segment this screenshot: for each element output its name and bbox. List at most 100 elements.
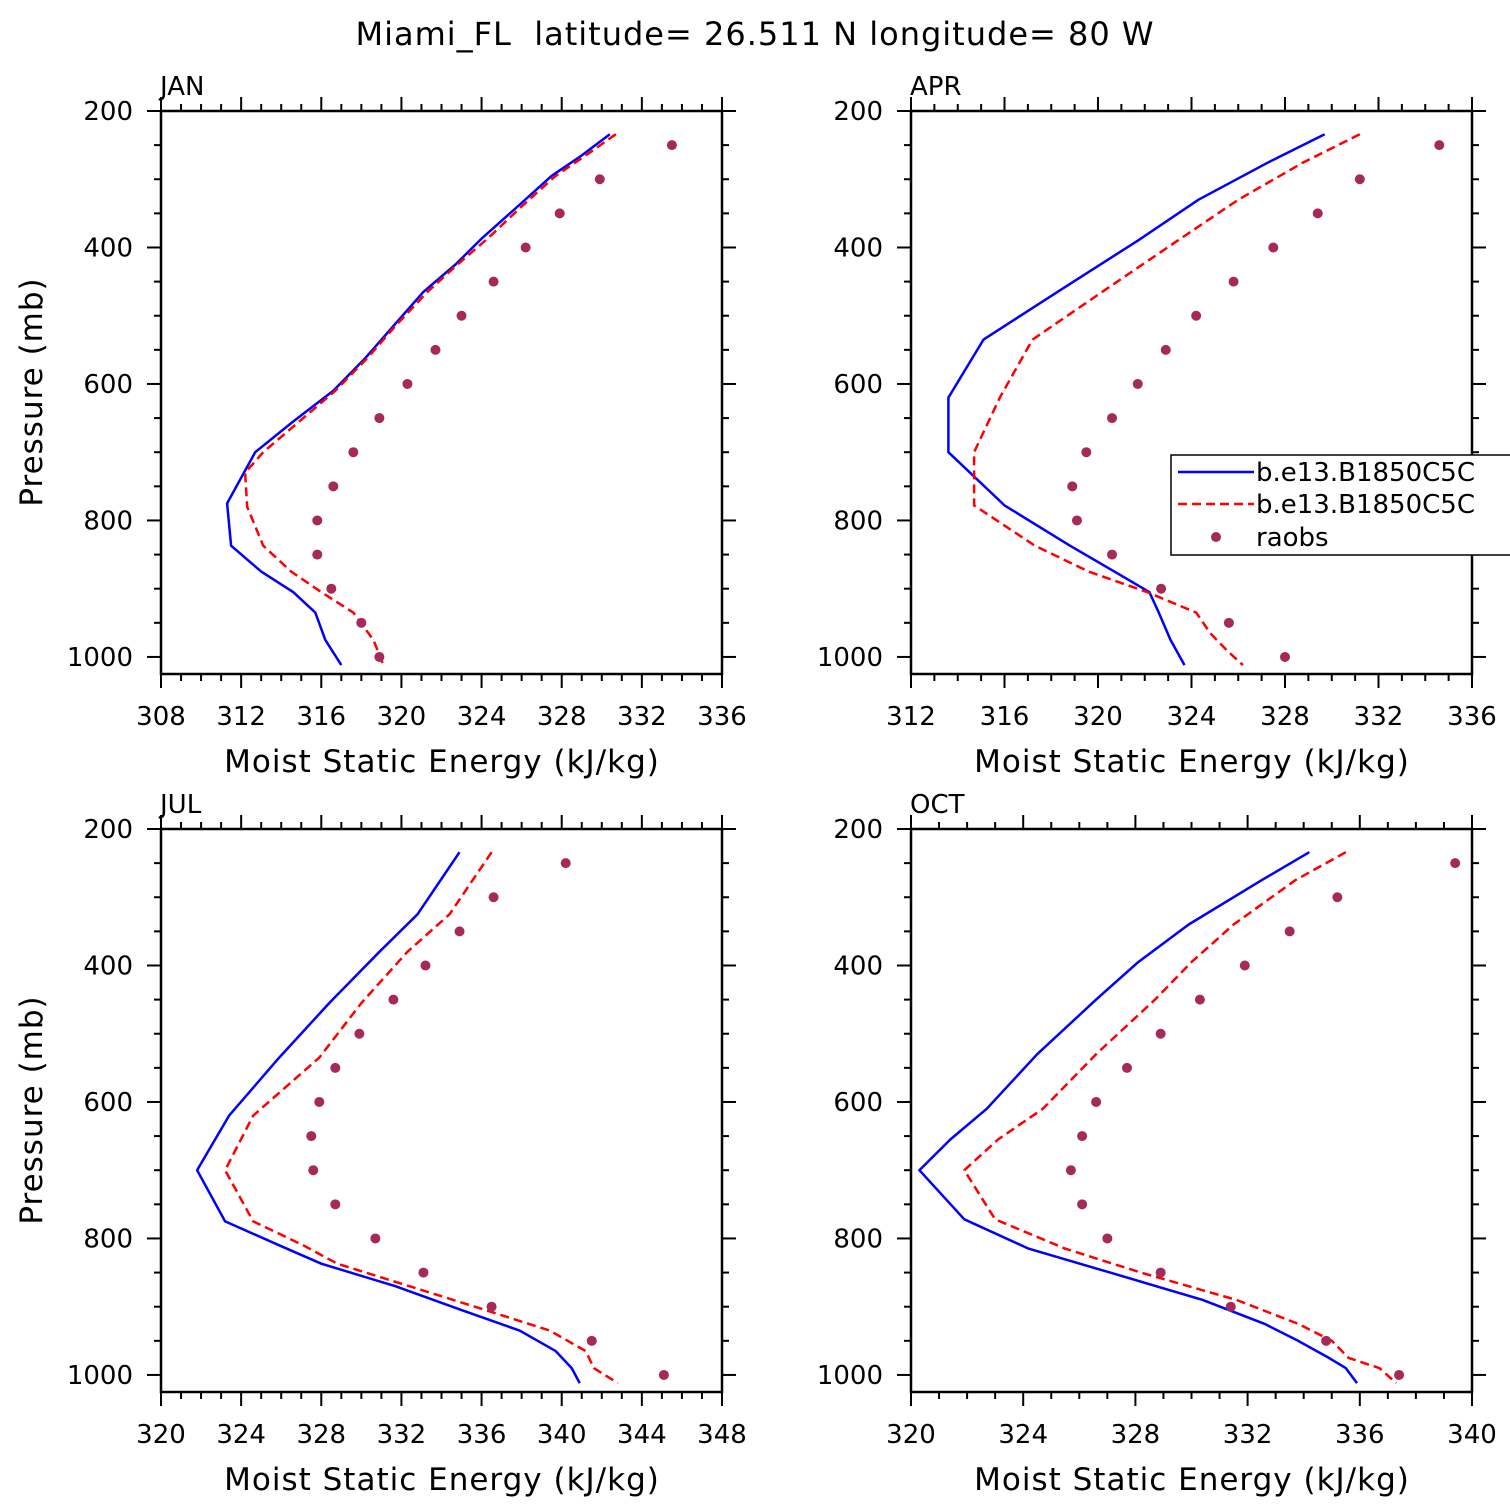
legend-label: raobs	[1256, 523, 1329, 553]
raobs-point	[488, 892, 499, 903]
panel-jan: JAN Moist Static Energy (kJ/kg) Pressure…	[14, 72, 747, 780]
raobs-point	[1191, 310, 1202, 321]
raobs-point	[1077, 1131, 1088, 1142]
y-tick-label: 200	[833, 815, 883, 845]
plot-frame	[159, 827, 724, 1394]
x-tick-label: 332	[1223, 1420, 1273, 1450]
x-tick-label: 320	[136, 1420, 186, 1450]
raobs-point	[658, 1369, 669, 1380]
raobs-point	[430, 344, 441, 355]
x-tick-label: 328	[1111, 1420, 1161, 1450]
raobs-point	[1228, 276, 1239, 287]
raobs-point	[1223, 617, 1234, 628]
x-tick-label: 308	[136, 702, 186, 732]
x-axis-title: Moist Static Energy (kJ/kg)	[974, 744, 1410, 780]
x-axis-title: Moist Static Energy (kJ/kg)	[224, 744, 660, 780]
y-tick-label: 400	[83, 951, 133, 981]
raobs-point	[454, 926, 465, 937]
raobs-point	[1071, 515, 1082, 526]
x-tick-label: 336	[457, 1420, 507, 1450]
raobs-point	[370, 1233, 381, 1244]
raobs-point	[1450, 858, 1461, 869]
raobs-point	[1280, 651, 1290, 662]
panel-label: APR	[910, 72, 962, 102]
x-tick-label: 344	[617, 1420, 667, 1450]
x-axis-title: Moist Static Energy (kJ/kg)	[224, 1462, 660, 1498]
y-tick-label: 200	[83, 815, 133, 845]
x-tick-label: 336	[1335, 1420, 1385, 1450]
y-tick-label: 800	[833, 506, 883, 536]
series-line-solid	[225, 133, 611, 666]
y-tick-label: 400	[833, 951, 883, 981]
y-tick-label: 600	[833, 370, 883, 400]
y-tick-label: 200	[833, 97, 883, 127]
x-tick-label: 324	[998, 1420, 1048, 1450]
x-tick-label: 316	[980, 702, 1030, 732]
raobs-point	[1155, 1028, 1166, 1039]
raobs-point	[326, 583, 337, 594]
raobs-point	[1312, 208, 1323, 219]
raobs-point	[348, 447, 359, 458]
y-axis-title: Pressure (mb)	[14, 277, 50, 506]
raobs-point	[1107, 413, 1118, 424]
x-tick-label: 336	[697, 702, 747, 732]
x-tick-label: 332	[377, 1420, 427, 1450]
raobs-point	[1065, 1165, 1076, 1176]
raobs-point	[1156, 583, 1167, 594]
raobs-point	[374, 651, 385, 662]
legend-label: b.e13.B1850C5C	[1256, 458, 1475, 488]
y-tick-label: 800	[83, 1224, 133, 1254]
raobs-point	[1077, 1199, 1088, 1210]
raobs-point	[330, 1062, 341, 1073]
y-tick-label: 600	[833, 1088, 883, 1118]
raobs-point	[1132, 378, 1143, 389]
y-tick-label: 1000	[817, 643, 883, 673]
raobs-point	[330, 1199, 341, 1210]
raobs-point	[488, 276, 499, 287]
x-tick-label: 324	[1167, 702, 1217, 732]
x-tick-label: 324	[457, 702, 507, 732]
raobs-point	[388, 994, 399, 1005]
raobs-point	[1107, 549, 1118, 560]
x-tick-label: 320	[1073, 702, 1123, 732]
plot-frame	[909, 827, 1474, 1394]
raobs-point	[308, 1165, 319, 1176]
x-tick-label: 328	[537, 702, 587, 732]
y-tick-label: 400	[833, 233, 883, 263]
raobs-point	[420, 960, 431, 971]
y-axis-title: Pressure (mb)	[14, 995, 50, 1224]
panel-label: JUL	[158, 790, 202, 820]
raobs-point	[560, 858, 571, 869]
x-tick-label: 320	[377, 702, 427, 732]
y-tick-label: 600	[83, 1088, 133, 1118]
x-tick-label: 332	[1354, 702, 1404, 732]
y-tick-label: 1000	[67, 643, 133, 673]
raobs-point	[1091, 1096, 1102, 1107]
panel-apr: APR Moist Static Energy (kJ/kg) 312 316 32…	[817, 72, 1497, 780]
panel-jul: JUL Moist Static Energy (kJ/kg) Pressure…	[14, 790, 747, 1498]
raobs-point	[312, 515, 323, 526]
raobs-point	[374, 413, 385, 424]
panel-label: OCT	[910, 790, 965, 820]
raobs-point	[1067, 481, 1078, 492]
raobs-point	[586, 1335, 597, 1346]
x-tick-label: 328	[1260, 702, 1310, 732]
raobs-point	[1102, 1233, 1113, 1244]
legend-swatch-dot	[1211, 532, 1221, 542]
y-tick-label: 400	[83, 233, 133, 263]
raobs-point	[402, 378, 413, 389]
x-tick-label: 324	[216, 1420, 266, 1450]
raobs-point	[1081, 447, 1092, 458]
series-line-solid	[918, 851, 1359, 1384]
raobs-point	[1225, 1301, 1236, 1312]
raobs-point	[1155, 1267, 1166, 1278]
x-tick-label: 348	[697, 1420, 747, 1450]
series-line-dashed	[243, 133, 617, 666]
raobs-point	[1394, 1369, 1405, 1380]
raobs-point	[312, 549, 323, 560]
x-tick-label: 320	[886, 1420, 936, 1450]
x-tick-label: 340	[537, 1420, 587, 1450]
x-tick-label: 336	[1447, 702, 1497, 732]
legend-label: b.e13.B1850C5C	[1256, 490, 1475, 520]
